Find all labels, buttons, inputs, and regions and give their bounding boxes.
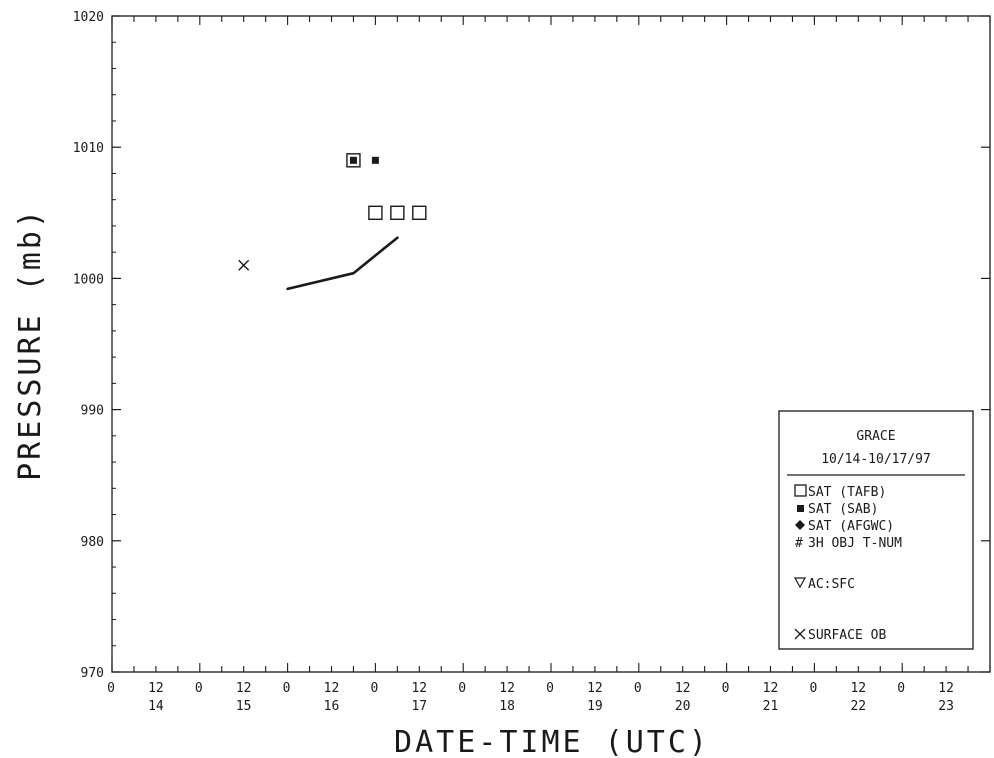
- legend-label-sat-afgwc: SAT (AFGWC): [808, 519, 894, 534]
- legend-box: [778, 410, 974, 650]
- legend-entry-3h-obj-t-num: # 3H OBJ T-NUM: [795, 536, 902, 551]
- x-hour-label: 12: [148, 681, 164, 696]
- x-axis: 0 12 14 0 12 15 0 12 16 0 12 17 0 12 18 0 12 19 0 12 20 0 12 21…: [107, 16, 991, 714]
- x-hour-label: 0: [897, 681, 905, 696]
- y-tick-label: 1000: [73, 272, 104, 287]
- y-tick-label: 970: [81, 666, 104, 681]
- y-axis-title: PRESSURE (mb): [13, 207, 48, 481]
- legend-entry-sat-afgwc: SAT (AFGWC): [795, 519, 894, 534]
- legend-subtitle: 10/14-10/17/97: [821, 452, 931, 467]
- legend: GRACE 10/14-10/17/97 SAT (TAFB) SAT (SAB…: [778, 410, 974, 650]
- x-day-label: 16: [324, 699, 340, 714]
- x-hour-label: 0: [283, 681, 291, 696]
- x-day-label: 14: [148, 699, 164, 714]
- x-axis-title: DATE-TIME (UTC): [394, 725, 710, 758]
- x-hour-label: 0: [634, 681, 642, 696]
- x-hour-label: 0: [809, 681, 817, 696]
- legend-diamond-icon: [795, 520, 805, 530]
- x-hour-label: 0: [195, 681, 203, 696]
- sat-tafb-point: [346, 153, 361, 168]
- surface-ob-point: [238, 259, 250, 271]
- data-marks: [238, 153, 427, 291]
- y-axis: 970 980 990 1000 1010 1020: [73, 10, 990, 681]
- legend-triangle-down-icon: [793, 577, 807, 589]
- y-tick-label: 1010: [73, 141, 104, 156]
- x-day-label: 20: [675, 699, 691, 714]
- x-day-label: 21: [763, 699, 779, 714]
- x-hour-label: 12: [236, 681, 252, 696]
- legend-entry-ac-sfc: AC:SFC: [793, 577, 855, 592]
- legend-title: GRACE: [856, 429, 895, 444]
- x-hour-label: 0: [107, 681, 115, 696]
- x-hour-label: 12: [675, 681, 691, 696]
- pressure-trend-line: [286, 236, 399, 291]
- x-hour-label: 12: [324, 681, 340, 696]
- legend-label-sat-tafb: SAT (TAFB): [808, 485, 886, 500]
- x-hour-label: 12: [938, 681, 954, 696]
- x-day-label: 18: [499, 699, 515, 714]
- y-tick-label: 980: [81, 535, 104, 550]
- legend-label-ac-sfc: AC:SFC: [808, 577, 855, 592]
- legend-entry-sat-tafb: SAT (TAFB): [794, 484, 886, 500]
- x-hour-label: 12: [850, 681, 866, 696]
- sat-sab-point: [371, 156, 379, 164]
- y-tick-label: 990: [81, 404, 104, 419]
- x-hour-label: 0: [546, 681, 554, 696]
- legend-x-icon: [794, 628, 806, 640]
- legend-entry-sat-sab: SAT (SAB): [797, 502, 878, 517]
- x-hour-label: 0: [370, 681, 378, 696]
- legend-label-3h-obj-t-num: 3H OBJ T-NUM: [808, 536, 902, 551]
- x-day-label: 23: [938, 699, 954, 714]
- sat-tafb-point: [390, 205, 405, 221]
- x-hour-label: 12: [763, 681, 779, 696]
- x-day-label: 19: [587, 699, 603, 714]
- x-hour-label: 0: [458, 681, 466, 696]
- legend-hash-icon: #: [795, 536, 803, 551]
- sat-tafb-point: [412, 205, 427, 221]
- sat-sab-point: [349, 156, 357, 164]
- legend-entry-surface-ob: SURFACE OB: [794, 628, 886, 643]
- x-hour-label: 12: [499, 681, 515, 696]
- legend-filled-square-icon: [797, 505, 804, 512]
- x-day-label: 15: [236, 699, 252, 714]
- x-hour-label: 0: [722, 681, 730, 696]
- y-tick-label: 1020: [73, 10, 104, 25]
- legend-open-square-icon: [794, 484, 807, 497]
- legend-label-sat-sab: SAT (SAB): [808, 502, 878, 517]
- legend-label-surface-ob: SURFACE OB: [808, 628, 886, 643]
- x-hour-label: 12: [587, 681, 603, 696]
- x-hour-label: 12: [411, 681, 427, 696]
- sat-tafb-point: [368, 205, 383, 221]
- x-day-label: 22: [850, 699, 866, 714]
- x-day-label: 17: [411, 699, 427, 714]
